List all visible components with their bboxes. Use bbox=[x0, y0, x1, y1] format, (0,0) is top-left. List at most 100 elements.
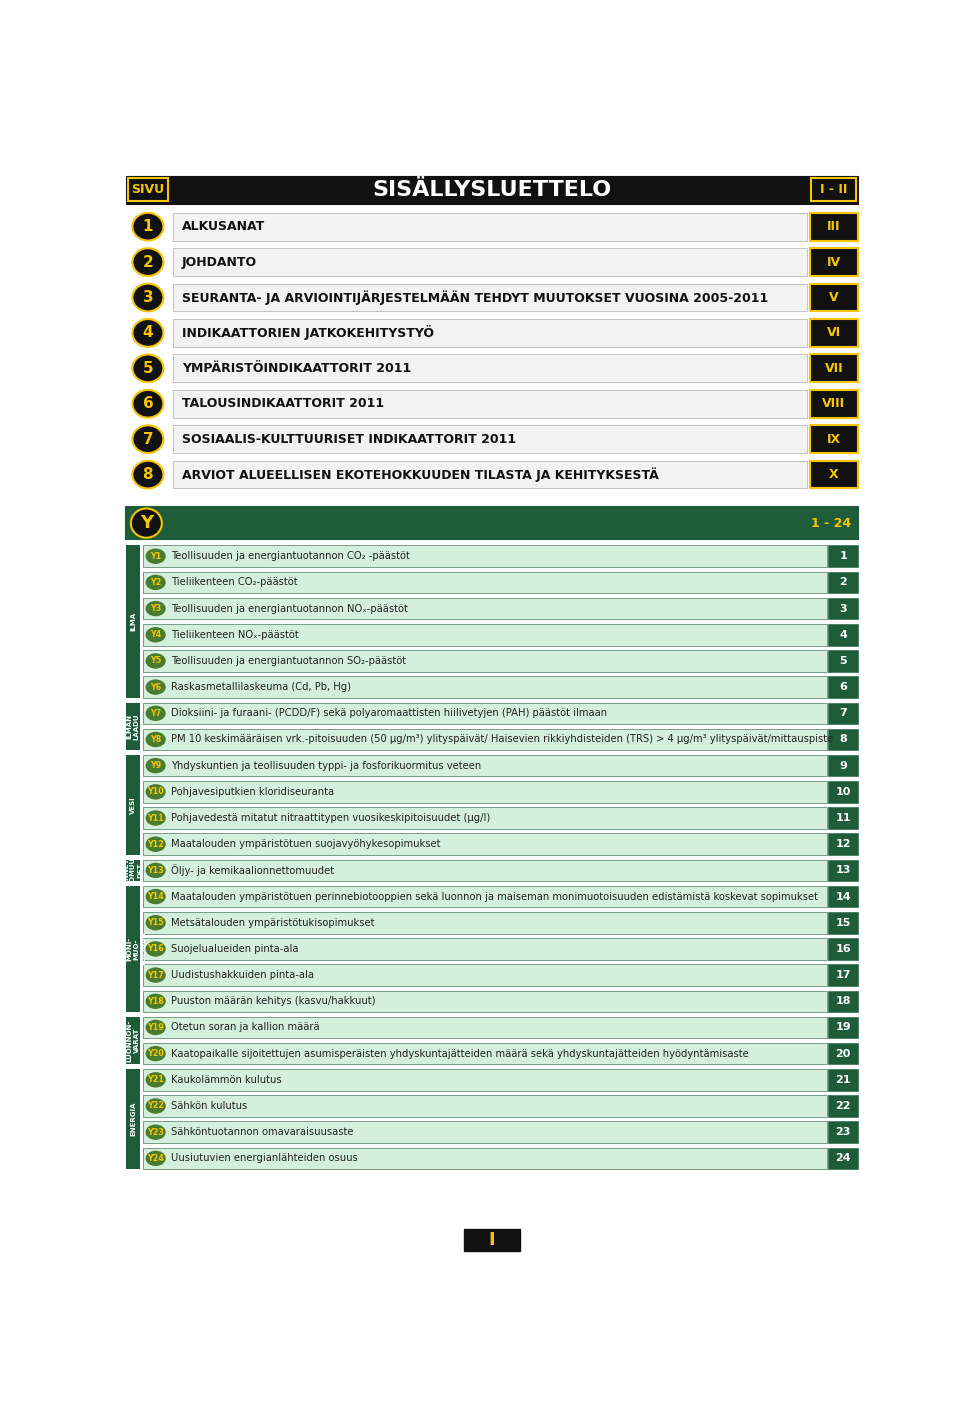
Text: Y2: Y2 bbox=[150, 578, 161, 587]
Text: Y14: Y14 bbox=[147, 892, 164, 901]
Text: SOSIAALIS-KULTTUURISET INDIKAATTORIT 2011: SOSIAALIS-KULTTUURISET INDIKAATTORIT 201… bbox=[182, 433, 516, 445]
Text: 4: 4 bbox=[143, 325, 154, 341]
Text: Dioksiini- ja furaani- (PCDD/F) sekä polyaromaattisten hiilivetyjen (PAH) päästö: Dioksiini- ja furaani- (PCDD/F) sekä pol… bbox=[171, 708, 608, 718]
Text: 20: 20 bbox=[835, 1049, 851, 1059]
Text: 1 - 24: 1 - 24 bbox=[811, 516, 852, 530]
Bar bbox=[173, 320, 806, 346]
Text: 4: 4 bbox=[839, 629, 847, 639]
Text: Y22: Y22 bbox=[147, 1102, 164, 1110]
Text: 18: 18 bbox=[835, 997, 851, 1007]
Text: Puuston määrän kehitys (kasvu/hakkuut): Puuston määrän kehitys (kasvu/hakkuut) bbox=[171, 997, 375, 1007]
Bar bbox=[828, 860, 858, 881]
Text: 9: 9 bbox=[839, 761, 847, 771]
Ellipse shape bbox=[146, 549, 166, 564]
Bar bbox=[143, 703, 827, 724]
Bar bbox=[126, 703, 140, 751]
Bar bbox=[143, 1096, 827, 1117]
Bar bbox=[143, 1044, 827, 1065]
Text: Y18: Y18 bbox=[147, 997, 164, 1005]
Text: 19: 19 bbox=[835, 1022, 851, 1032]
Text: Y5: Y5 bbox=[150, 656, 161, 666]
Text: Y19: Y19 bbox=[147, 1022, 164, 1032]
Bar bbox=[126, 1069, 140, 1169]
Text: YMPÄRISTÖINDIKAATTORIT 2011: YMPÄRISTÖINDIKAATTORIT 2011 bbox=[182, 362, 411, 375]
Ellipse shape bbox=[146, 1046, 166, 1062]
Bar bbox=[143, 1148, 827, 1169]
Text: SISÄLLYSLUETTELO: SISÄLLYSLUETTELO bbox=[372, 180, 612, 199]
Bar bbox=[809, 355, 858, 382]
Text: ALKUSANAT: ALKUSANAT bbox=[182, 221, 265, 233]
Text: VI: VI bbox=[827, 327, 841, 339]
Text: Kaukolämmön kulutus: Kaukolämmön kulutus bbox=[171, 1075, 282, 1085]
Text: Y23: Y23 bbox=[147, 1128, 164, 1137]
Bar bbox=[173, 284, 806, 311]
Bar bbox=[828, 546, 858, 567]
Text: 7: 7 bbox=[143, 431, 154, 447]
Text: ILMAN
LAADU: ILMAN LAADU bbox=[127, 713, 139, 740]
Bar bbox=[464, 1229, 520, 1251]
Text: I: I bbox=[489, 1232, 495, 1249]
Bar bbox=[828, 833, 858, 855]
Ellipse shape bbox=[146, 915, 166, 930]
Bar bbox=[828, 1148, 858, 1169]
Bar bbox=[143, 860, 827, 881]
Text: V: V bbox=[829, 291, 839, 304]
Text: X: X bbox=[829, 468, 839, 481]
Text: 12: 12 bbox=[835, 839, 851, 850]
Text: 13: 13 bbox=[835, 865, 851, 875]
Ellipse shape bbox=[132, 320, 163, 346]
Text: 2: 2 bbox=[142, 255, 154, 270]
Bar bbox=[126, 860, 140, 881]
Text: INDIKAATTORIEN JATKOKEHITYSTYÖ: INDIKAATTORIEN JATKOKEHITYSTYÖ bbox=[182, 325, 434, 341]
Bar bbox=[828, 1017, 858, 1038]
Ellipse shape bbox=[146, 758, 166, 773]
Ellipse shape bbox=[146, 863, 166, 878]
Text: Y12: Y12 bbox=[147, 840, 164, 848]
Text: Y15: Y15 bbox=[147, 918, 164, 928]
Text: Y11: Y11 bbox=[147, 813, 164, 823]
Bar bbox=[828, 937, 858, 960]
Bar bbox=[828, 912, 858, 933]
Text: 1: 1 bbox=[143, 219, 154, 235]
Text: 21: 21 bbox=[835, 1075, 851, 1085]
Ellipse shape bbox=[146, 994, 166, 1010]
Bar bbox=[143, 1121, 827, 1143]
Text: 17: 17 bbox=[835, 970, 851, 980]
Bar bbox=[173, 426, 806, 452]
Bar bbox=[126, 885, 140, 1012]
Text: IX: IX bbox=[827, 433, 841, 445]
Bar bbox=[806, 510, 856, 536]
Text: 8: 8 bbox=[143, 467, 154, 482]
Text: Suojelualueiden pinta-ala: Suojelualueiden pinta-ala bbox=[171, 945, 299, 954]
Bar bbox=[809, 390, 858, 417]
Text: JOHDANTO: JOHDANTO bbox=[182, 256, 257, 269]
Text: Tieliikenteen NOₓ-päästöt: Tieliikenteen NOₓ-päästöt bbox=[171, 629, 299, 639]
Ellipse shape bbox=[146, 810, 166, 826]
Ellipse shape bbox=[132, 284, 163, 311]
Text: Y6: Y6 bbox=[150, 683, 161, 691]
Text: IV: IV bbox=[827, 256, 841, 269]
Bar bbox=[143, 546, 827, 567]
Ellipse shape bbox=[146, 889, 166, 905]
Text: ONNET-
TOMUU-
DET: ONNET- TOMUU- DET bbox=[123, 854, 143, 887]
Bar bbox=[828, 650, 858, 672]
Bar bbox=[143, 912, 827, 933]
Bar bbox=[828, 807, 858, 829]
Text: VESI: VESI bbox=[131, 796, 136, 813]
Bar bbox=[143, 990, 827, 1012]
Ellipse shape bbox=[146, 626, 166, 642]
Bar bbox=[828, 964, 858, 986]
Bar bbox=[809, 249, 858, 276]
Bar bbox=[811, 178, 856, 201]
Text: I - II: I - II bbox=[820, 184, 848, 197]
Text: Y7: Y7 bbox=[150, 708, 161, 718]
Text: 16: 16 bbox=[835, 945, 851, 954]
Ellipse shape bbox=[146, 1124, 166, 1140]
Bar bbox=[828, 571, 858, 594]
Bar bbox=[143, 1069, 827, 1090]
Text: Maatalouden ympäristötuen suojavyöhykesopimukset: Maatalouden ympäristötuen suojavyöhykeso… bbox=[171, 839, 441, 850]
Text: Tieliikenteen CO₂-päästöt: Tieliikenteen CO₂-päästöt bbox=[171, 577, 298, 587]
Text: Maatalouden ympäristötuen perinnebiotooppien sekä luonnon ja maiseman monimuotoi: Maatalouden ympäristötuen perinnebiotoop… bbox=[171, 892, 818, 902]
Text: III: III bbox=[827, 221, 841, 233]
Ellipse shape bbox=[146, 785, 166, 799]
